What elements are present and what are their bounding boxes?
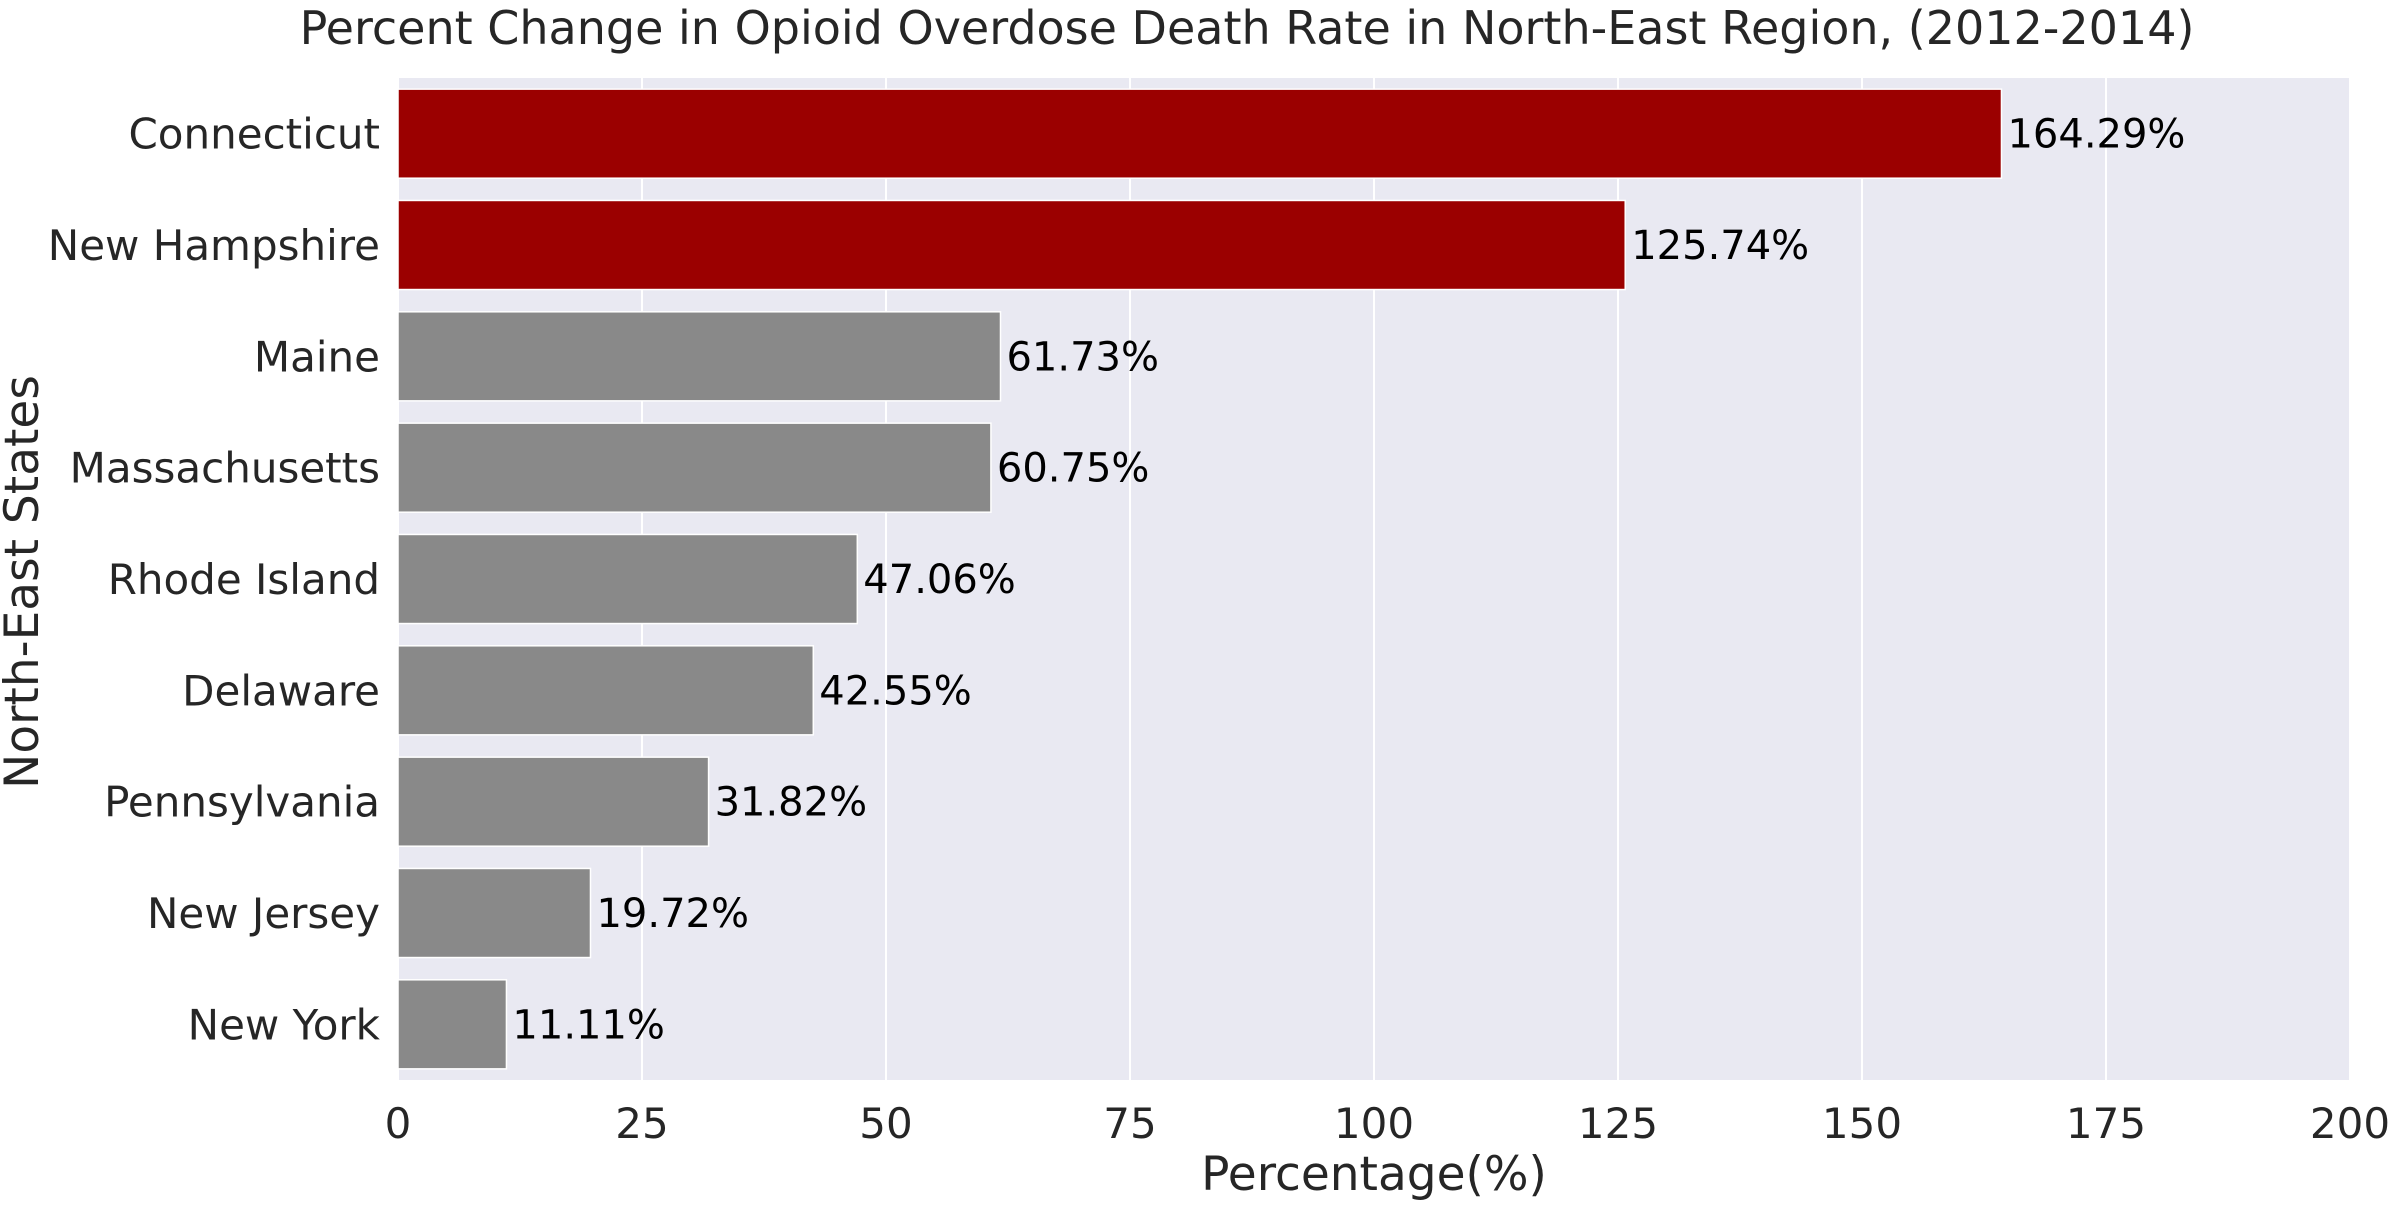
bar-value-label: 47.06% <box>863 557 1016 603</box>
category-label: Pennsylvania <box>104 778 380 827</box>
bar-value-label: 60.75% <box>997 446 1150 492</box>
bars <box>397 88 2003 1070</box>
bar <box>397 422 992 513</box>
y-axis-label: North-East States <box>0 375 50 789</box>
value-labels: 164.29% 125.74% 61.73% 60.75% 47.06% 42.55% 31… <box>512 112 2185 1049</box>
bar <box>397 199 1626 291</box>
x-tick-label: 0 <box>385 1099 412 1148</box>
bar <box>397 533 859 625</box>
x-tick-label: 25 <box>615 1099 668 1148</box>
x-tick-label: 150 <box>1822 1099 1902 1148</box>
category-label: Massachusetts <box>70 444 380 493</box>
x-tick-label: 50 <box>859 1099 912 1148</box>
bar <box>397 645 815 736</box>
bar-value-label: 125.74% <box>1631 223 1809 269</box>
category-label: New Hampshire <box>48 221 380 270</box>
x-tick-label: 75 <box>1103 1099 1156 1148</box>
category-label: Connecticut <box>128 110 380 159</box>
bar-value-label: 31.82% <box>715 780 868 826</box>
bar-value-label: 61.73% <box>1006 334 1159 380</box>
x-tick-label: 100 <box>1334 1099 1414 1148</box>
bar <box>397 311 1002 402</box>
category-label: Rhode Island <box>108 555 380 604</box>
category-label: Maine <box>254 332 380 381</box>
x-tick-label: 175 <box>2066 1099 2146 1148</box>
category-label: New York <box>188 1000 381 1049</box>
category-label: New Jersey <box>147 889 380 938</box>
chart-title: Percent Change in Opioid Overdose Death … <box>300 1 2195 55</box>
x-tick-label: 200 <box>2310 1099 2390 1148</box>
bar <box>397 756 710 847</box>
bar-value-label: 19.72% <box>596 891 749 937</box>
category-labels: Connecticut New Hampshire Maine Massachuset… <box>48 110 381 1050</box>
bar <box>397 88 2003 179</box>
bar <box>397 867 592 959</box>
category-label: Delaware <box>182 666 380 715</box>
x-axis-label: Percentage(%) <box>1201 1147 1547 1202</box>
bar-value-label: 42.55% <box>819 668 972 714</box>
bar-value-label: 11.11% <box>512 1002 665 1048</box>
bar <box>397 979 508 1070</box>
x-tick-labels: 0 25 50 75 100 125 150 175 200 <box>385 1099 2390 1148</box>
x-tick-label: 125 <box>1578 1099 1658 1148</box>
bar-value-label: 164.29% <box>2007 112 2185 158</box>
